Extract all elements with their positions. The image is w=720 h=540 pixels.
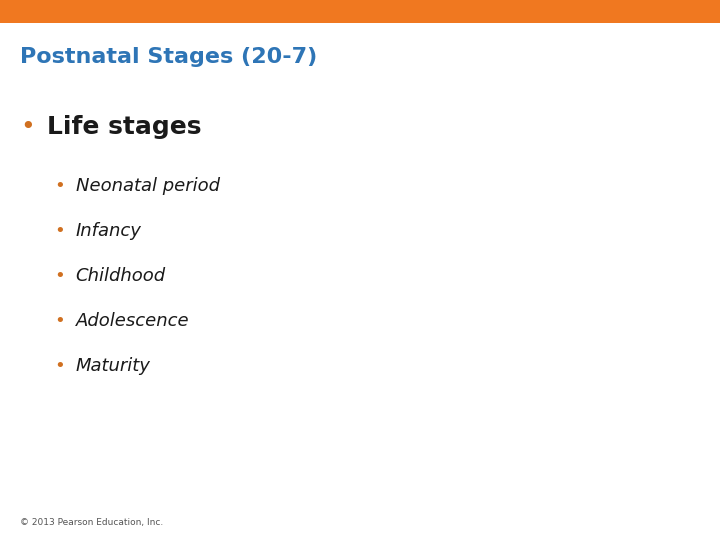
Bar bbox=[0, 0, 720, 23]
Text: Childhood: Childhood bbox=[76, 267, 166, 285]
Text: Infancy: Infancy bbox=[76, 222, 141, 240]
Text: •: • bbox=[54, 356, 65, 375]
Text: •: • bbox=[54, 222, 65, 240]
Text: © 2013 Pearson Education, Inc.: © 2013 Pearson Education, Inc. bbox=[20, 517, 163, 526]
Text: Adolescence: Adolescence bbox=[76, 312, 189, 330]
Text: Life stages: Life stages bbox=[47, 115, 202, 139]
Text: •: • bbox=[20, 115, 35, 139]
Text: •: • bbox=[54, 177, 65, 195]
Text: •: • bbox=[54, 267, 65, 285]
Text: Neonatal period: Neonatal period bbox=[76, 177, 220, 195]
Text: •: • bbox=[54, 312, 65, 330]
Text: Postnatal Stages (20-7): Postnatal Stages (20-7) bbox=[20, 46, 318, 67]
Text: Maturity: Maturity bbox=[76, 356, 150, 375]
